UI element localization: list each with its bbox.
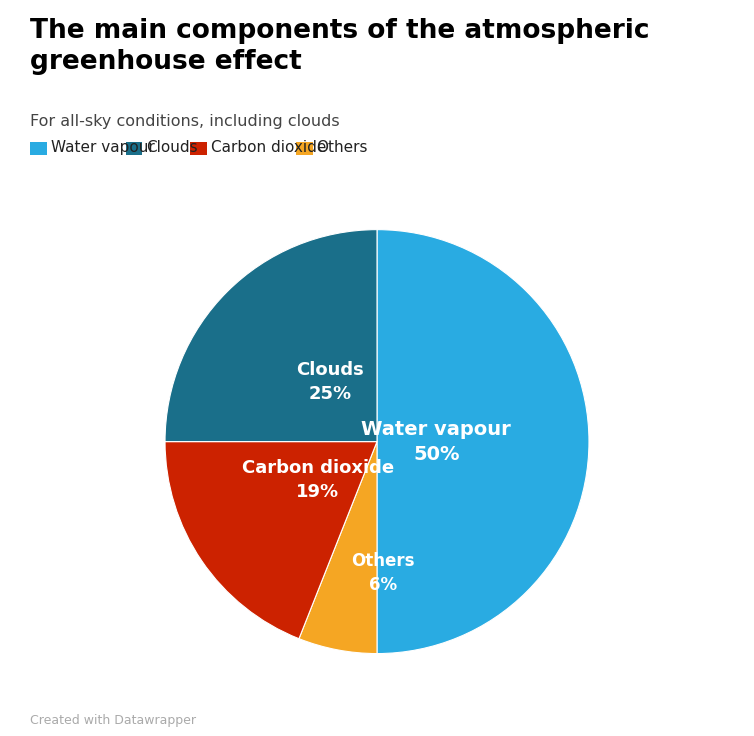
Wedge shape bbox=[377, 230, 589, 654]
Text: For all-sky conditions, including clouds: For all-sky conditions, including clouds bbox=[30, 114, 340, 129]
Text: The main components of the atmospheric
greenhouse effect: The main components of the atmospheric g… bbox=[30, 18, 650, 75]
Wedge shape bbox=[299, 442, 377, 654]
Wedge shape bbox=[165, 442, 377, 639]
Text: Clouds: Clouds bbox=[146, 141, 198, 155]
Text: Clouds
25%: Clouds 25% bbox=[296, 361, 364, 403]
Text: Water vapour
50%: Water vapour 50% bbox=[361, 420, 511, 464]
Text: Others
6%: Others 6% bbox=[351, 552, 415, 594]
Text: Carbon dioxide
19%: Carbon dioxide 19% bbox=[241, 459, 394, 500]
Wedge shape bbox=[165, 230, 377, 442]
Text: Water vapour: Water vapour bbox=[51, 141, 155, 155]
Text: Others: Others bbox=[317, 141, 368, 155]
Text: Created with Datawrapper: Created with Datawrapper bbox=[30, 714, 196, 727]
Text: Carbon dioxide: Carbon dioxide bbox=[210, 141, 326, 155]
